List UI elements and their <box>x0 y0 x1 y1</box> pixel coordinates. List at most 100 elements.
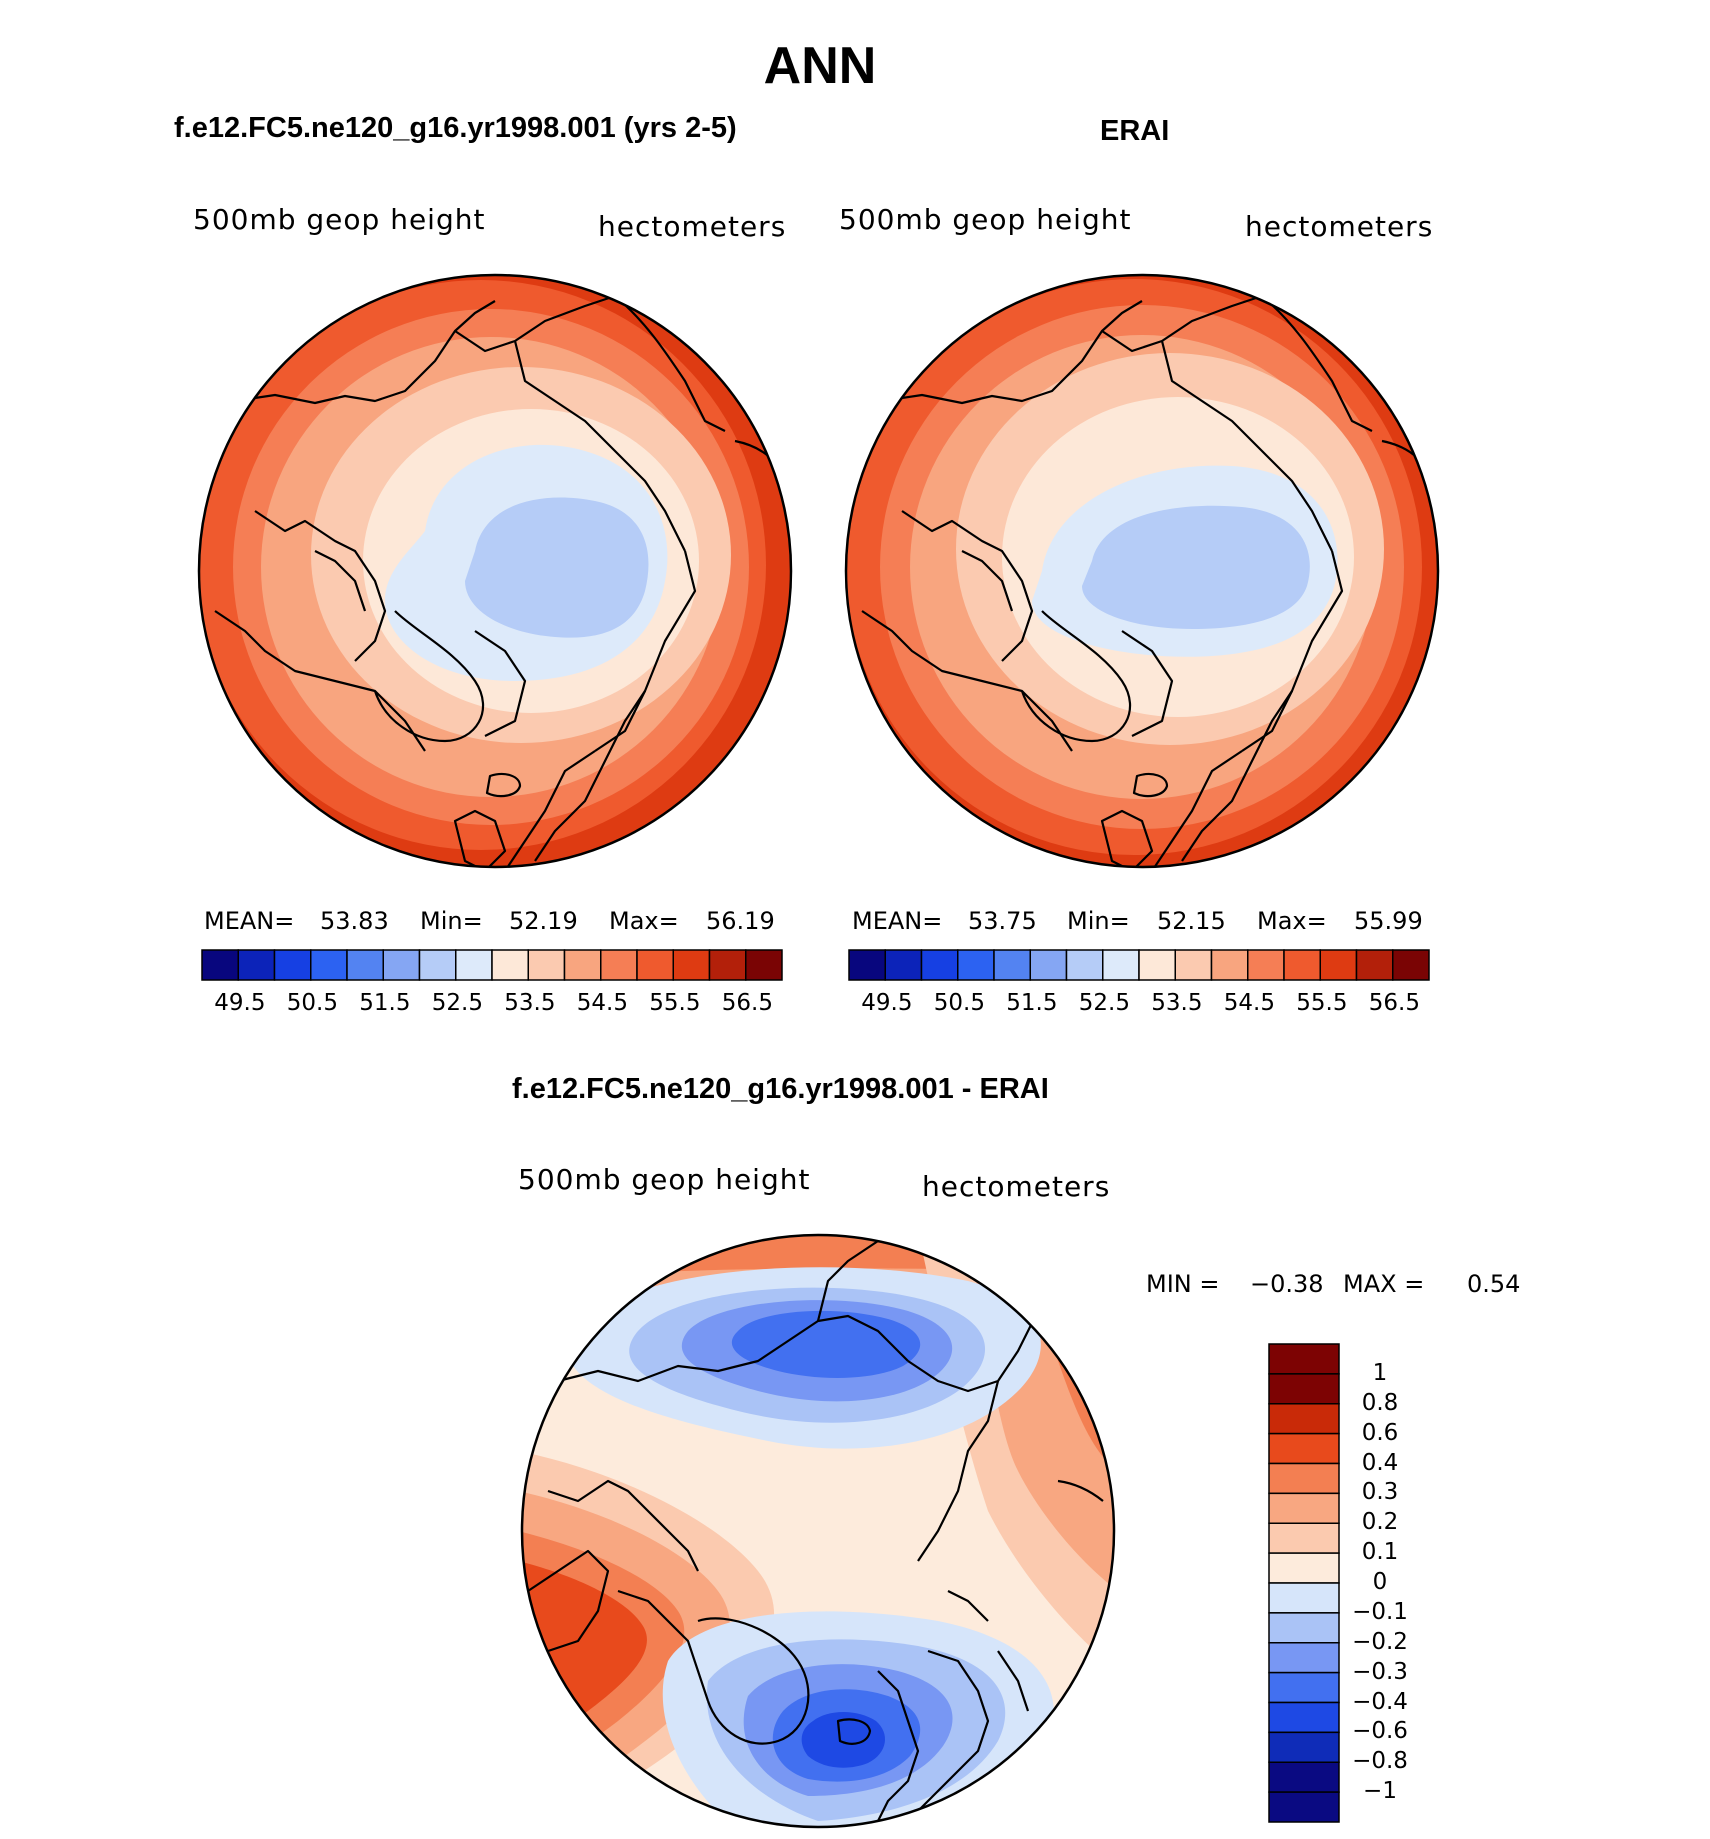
panel-1-min-label: Min= <box>420 907 483 935</box>
colorbar-swatch <box>1355 949 1394 981</box>
panel-2-mean-value: 53.75 <box>968 907 1037 935</box>
colorbar-tick-label: 0.6 <box>1361 1419 1399 1446</box>
colorbar-swatch <box>1268 1432 1340 1465</box>
colorbar-tick-label: 52.5 <box>431 990 483 1016</box>
panel-2-mean-label: MEAN= <box>852 907 943 935</box>
panel-3-min-label: MIN = <box>1146 1270 1220 1298</box>
colorbar-swatch <box>1268 1701 1340 1734</box>
panel-2-max-value: 55.99 <box>1354 907 1423 935</box>
panel-2-title: ERAI <box>1100 115 1170 147</box>
panel-1-mean-label: MEAN= <box>204 907 295 935</box>
colorbar-swatch <box>1268 1612 1340 1644</box>
colorbar-swatch <box>1065 949 1104 981</box>
panel-2-colorbar-labels: 49.5 50.5 51.5 52.5 53.5 54.5 55.5 56.5 <box>849 990 1429 1020</box>
colorbar-tick-label: 0.3 <box>1361 1479 1399 1506</box>
colorbar-tick-label: 55.5 <box>649 990 701 1016</box>
colorbar-swatch <box>1268 1522 1340 1554</box>
colorbar-tick-label: 49.5 <box>214 990 266 1016</box>
panel-1-max-label: Max= <box>609 907 679 935</box>
panel-1-polar-map <box>197 273 793 869</box>
colorbar-swatch <box>1283 949 1321 981</box>
colorbar-swatch <box>1268 1582 1340 1614</box>
panel-1-colorbar-swatches <box>201 949 783 981</box>
panel-2-polar-map <box>844 273 1440 869</box>
panel-1-min-value: 52.19 <box>509 907 578 935</box>
panel-3-colorbar-swatches <box>1268 1343 1340 1823</box>
colorbar-swatch <box>1268 1552 1340 1584</box>
colorbar-tick-label: 0.2 <box>1361 1509 1399 1536</box>
panel-3-polar-map <box>520 1233 1116 1829</box>
colorbar-swatch <box>527 949 566 981</box>
colorbar-tick-label: 51.5 <box>1006 990 1058 1016</box>
colorbar-swatch <box>993 949 1031 981</box>
colorbar-swatch <box>1138 949 1176 981</box>
colorbar-swatch <box>1268 1791 1340 1823</box>
colorbar-swatch <box>848 949 886 981</box>
colorbar-tick-label: −0.6 <box>1352 1718 1408 1745</box>
colorbar-swatch <box>491 949 529 981</box>
colorbar-swatch <box>1268 1492 1340 1524</box>
panel-3-max-value: 0.54 <box>1467 1270 1521 1298</box>
colorbar-swatch <box>563 949 602 981</box>
panel-2-units-label: hectometers <box>1245 210 1434 243</box>
panel-2-min-value: 52.15 <box>1157 907 1226 935</box>
panel-3-variable-label: 500mb geop height <box>518 1163 811 1196</box>
panel-2-max-label: Max= <box>1257 907 1327 935</box>
colorbar-tick-label: 50.5 <box>933 990 985 1016</box>
panel-2-colorbar-swatches <box>848 949 1430 981</box>
figure-title: ANN <box>763 37 877 95</box>
colorbar-swatch <box>1210 949 1249 981</box>
colorbar-swatch <box>884 949 923 981</box>
colorbar-tick-label: −0.2 <box>1352 1628 1408 1655</box>
colorbar-swatch <box>1268 1642 1340 1674</box>
colorbar-swatch <box>346 949 384 981</box>
panel-3-colorbar-labels: 1 0.8 0.6 0.4 0.3 0.2 0.1 0 −0.1 −0.2 −0.3 −0.4 −0.6… <box>1345 1344 1465 1822</box>
colorbar-swatch <box>1268 1761 1340 1793</box>
colorbar-tick-label: 0.1 <box>1361 1539 1399 1566</box>
panel-2-min-label: Min= <box>1067 907 1130 935</box>
colorbar-tick-label: 51.5 <box>359 990 411 1016</box>
colorbar-swatch <box>708 949 747 981</box>
colorbar-swatch <box>1174 949 1213 981</box>
colorbar-tick-label: 0.4 <box>1361 1449 1399 1476</box>
colorbar-tick-label: 0 <box>1372 1569 1388 1595</box>
colorbar-swatch <box>1268 1403 1340 1435</box>
panel-3-max-label: MAX = <box>1343 1270 1425 1298</box>
colorbar-swatch <box>418 949 457 981</box>
colorbar-tick-label: 50.5 <box>286 990 338 1016</box>
colorbar-swatch <box>1029 949 1068 981</box>
panel-1-units-label: hectometers <box>598 210 787 243</box>
panel-3-min-value: −0.38 <box>1250 1270 1324 1298</box>
colorbar-tick-label: 1 <box>1372 1359 1388 1386</box>
panel-1-mean-value: 53.83 <box>320 907 389 935</box>
colorbar-swatch <box>1392 949 1430 981</box>
colorbar-swatch <box>1268 1731 1340 1763</box>
colorbar-tick-label: 0.8 <box>1361 1389 1399 1416</box>
panel-1-variable-label: 500mb geop height <box>193 203 486 236</box>
panel-3-title: f.e12.FC5.ne120_g16.yr1998.001 - ERAI <box>512 1073 1049 1105</box>
colorbar-tick-label: 53.5 <box>504 990 556 1016</box>
colorbar-tick-label: −0.4 <box>1352 1688 1408 1715</box>
panel-3-units-label: hectometers <box>922 1170 1111 1203</box>
colorbar-tick-label: −0.1 <box>1352 1598 1408 1625</box>
colorbar-tick-label: −0.8 <box>1352 1748 1408 1775</box>
colorbar-swatch <box>636 949 674 981</box>
panel-2-variable-label: 500mb geop height <box>839 203 1132 236</box>
colorbar-tick-label: 49.5 <box>861 990 913 1016</box>
colorbar-swatch <box>1268 1671 1340 1704</box>
colorbar-tick-label: 56.5 <box>1368 990 1420 1016</box>
colorbar-swatch <box>273 949 312 981</box>
colorbar-swatch <box>745 949 783 981</box>
colorbar-swatch <box>201 949 239 981</box>
colorbar-swatch <box>1268 1373 1340 1405</box>
colorbar-tick-label: 52.5 <box>1078 990 1130 1016</box>
panel-1-max-value: 56.19 <box>706 907 775 935</box>
colorbar-swatch <box>920 949 959 981</box>
colorbar-tick-label: 53.5 <box>1151 990 1203 1016</box>
panel-1-colorbar <box>201 949 783 981</box>
colorbar-swatch <box>1102 949 1140 981</box>
colorbar-swatch <box>1319 949 1358 981</box>
colorbar-swatch <box>1247 949 1285 981</box>
colorbar-swatch <box>310 949 348 981</box>
colorbar-tick-label: 56.5 <box>721 990 773 1016</box>
